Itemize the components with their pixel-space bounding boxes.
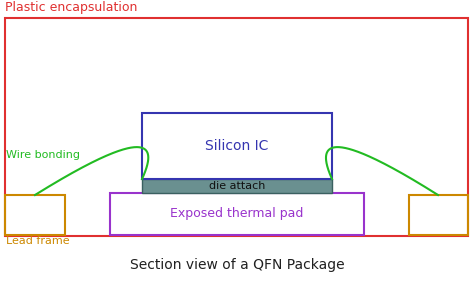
Bar [142, 179, 332, 193]
Bar [142, 113, 332, 179]
Text: Lead frame: Lead frame [6, 236, 70, 246]
Text: Section view of a QFN Package: Section view of a QFN Package [130, 258, 344, 272]
Text: Exposed thermal pad: Exposed thermal pad [170, 207, 304, 221]
Bar [110, 193, 364, 235]
Text: Silicon IC: Silicon IC [205, 139, 269, 153]
Text: Plastic encapsulation: Plastic encapsulation [5, 1, 137, 14]
Bar [5, 18, 468, 236]
Text: Wire bonding: Wire bonding [6, 150, 80, 160]
Bar [409, 195, 468, 235]
Bar [5, 195, 65, 235]
Text: die attach: die attach [209, 181, 265, 191]
